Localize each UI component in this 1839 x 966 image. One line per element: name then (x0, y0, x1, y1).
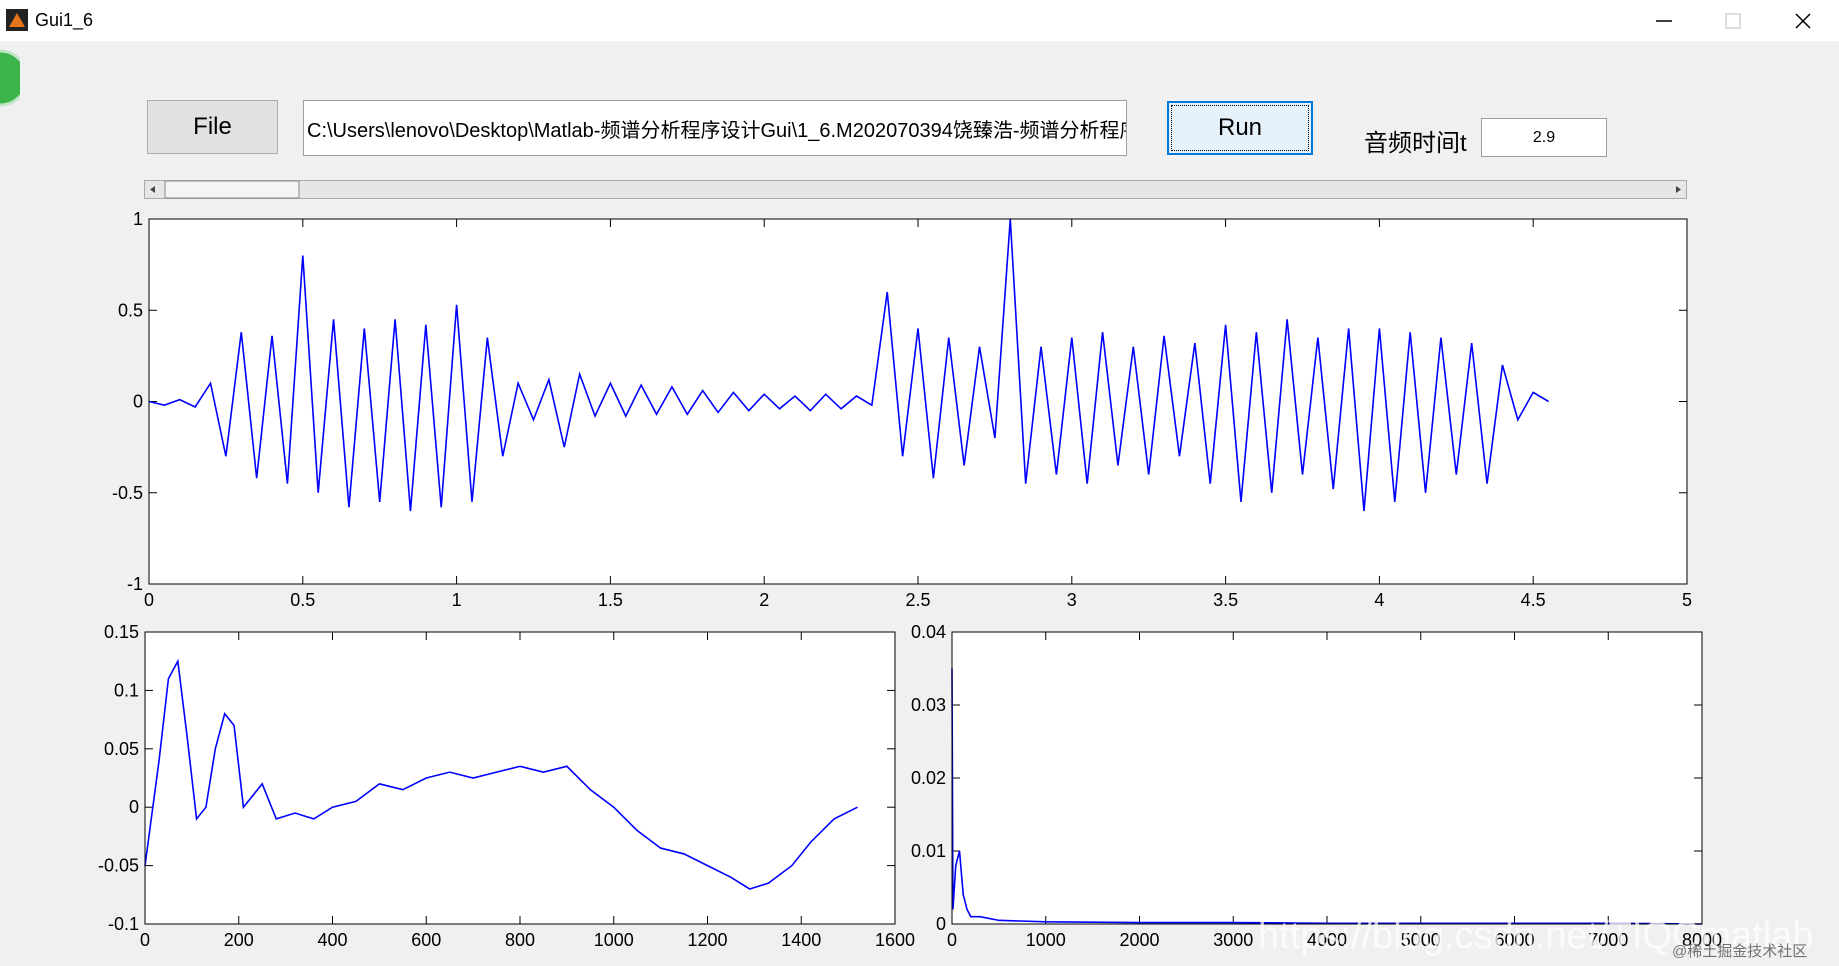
watermark-site: @稀土掘金技术社区 (1672, 943, 1808, 960)
x-tick-label: 1600 (875, 930, 915, 950)
x-tick-label: 7000 (1588, 930, 1628, 950)
watermark-url: https://blog.csdn.net/TIQCmatlab (1258, 915, 1814, 957)
axes-background (149, 219, 1687, 584)
axes-frame (144, 631, 896, 925)
y-tick-label: 0 (133, 392, 143, 412)
x-tick-label: 5000 (1401, 930, 1441, 950)
x-tick-label: 8000 (1682, 930, 1722, 950)
y-tick-label: 0.03 (911, 695, 946, 715)
x-tick-label: 1000 (1026, 930, 1066, 950)
axes-frame (951, 631, 1703, 925)
x-tick-label: 1000 (594, 930, 634, 950)
x-tick-label: 600 (411, 930, 441, 950)
x-tick-label: 3000 (1213, 930, 1253, 950)
window-controls[interactable] (1640, 0, 1839, 41)
x-tick-label: 0 (140, 930, 150, 950)
y-tick-label: 1 (133, 209, 143, 229)
time-field[interactable]: 2.9 (1481, 118, 1607, 157)
y-tick-label: 0 (936, 914, 946, 934)
side-badge (0, 49, 20, 107)
x-tick-label: 3 (1067, 590, 1077, 610)
path-field[interactable]: C:\Users\lenovo\Desktop\Matlab-频谱分析程序设计G… (303, 100, 1127, 156)
axes-background (952, 632, 1702, 924)
data-line (144, 658, 858, 890)
y-tick-label: -0.05 (98, 856, 139, 876)
y-tick-label: -0.1 (108, 914, 139, 934)
x-tick-label: 1400 (781, 930, 821, 950)
app-icon (6, 9, 28, 31)
x-tick-label: 4 (1374, 590, 1384, 610)
y-tick-label: 0.5 (118, 300, 143, 320)
x-tick-label: 400 (317, 930, 347, 950)
x-tick-label: 5 (1682, 590, 1692, 610)
x-tick-label: 2.5 (905, 590, 930, 610)
y-tick-label: -1 (127, 574, 143, 594)
x-tick-label: 0.5 (290, 590, 315, 610)
axes-background (145, 632, 895, 924)
x-tick-label: 4.5 (1521, 590, 1546, 610)
y-tick-label: 0.05 (104, 739, 139, 759)
y-tick-label: 0 (129, 797, 139, 817)
slider[interactable] (144, 180, 1687, 199)
time-label: 音频时间t (1364, 130, 1467, 157)
x-tick-label: 4000 (1307, 930, 1347, 950)
x-tick-label: 1 (452, 590, 462, 610)
title-bar: Gui1_6 (0, 0, 1839, 41)
x-tick-label: 1.5 (598, 590, 623, 610)
window-title: Gui1_6 (35, 10, 94, 30)
x-tick-label: 6000 (1494, 930, 1534, 950)
x-tick-label: 2 (759, 590, 769, 610)
x-tick-label: 2000 (1119, 930, 1159, 950)
x-tick-label: 200 (224, 930, 254, 950)
data-line (951, 668, 1703, 925)
run-button[interactable]: Run (1167, 101, 1313, 155)
x-tick-label: 3.5 (1213, 590, 1238, 610)
file-button[interactable]: File (147, 100, 278, 154)
x-tick-label: 0 (144, 590, 154, 610)
y-tick-label: -0.5 (112, 483, 143, 503)
y-tick-label: 0.15 (104, 622, 139, 642)
x-tick-label: 800 (505, 930, 535, 950)
axes-frame (148, 218, 1688, 585)
y-tick-label: 0.04 (911, 622, 946, 642)
y-tick-label: 0.1 (114, 680, 139, 700)
data-line (148, 218, 1549, 512)
x-tick-label: 1200 (687, 930, 727, 950)
x-tick-label: 0 (947, 930, 957, 950)
y-tick-label: 0.01 (911, 841, 946, 861)
y-tick-label: 0.02 (911, 768, 946, 788)
